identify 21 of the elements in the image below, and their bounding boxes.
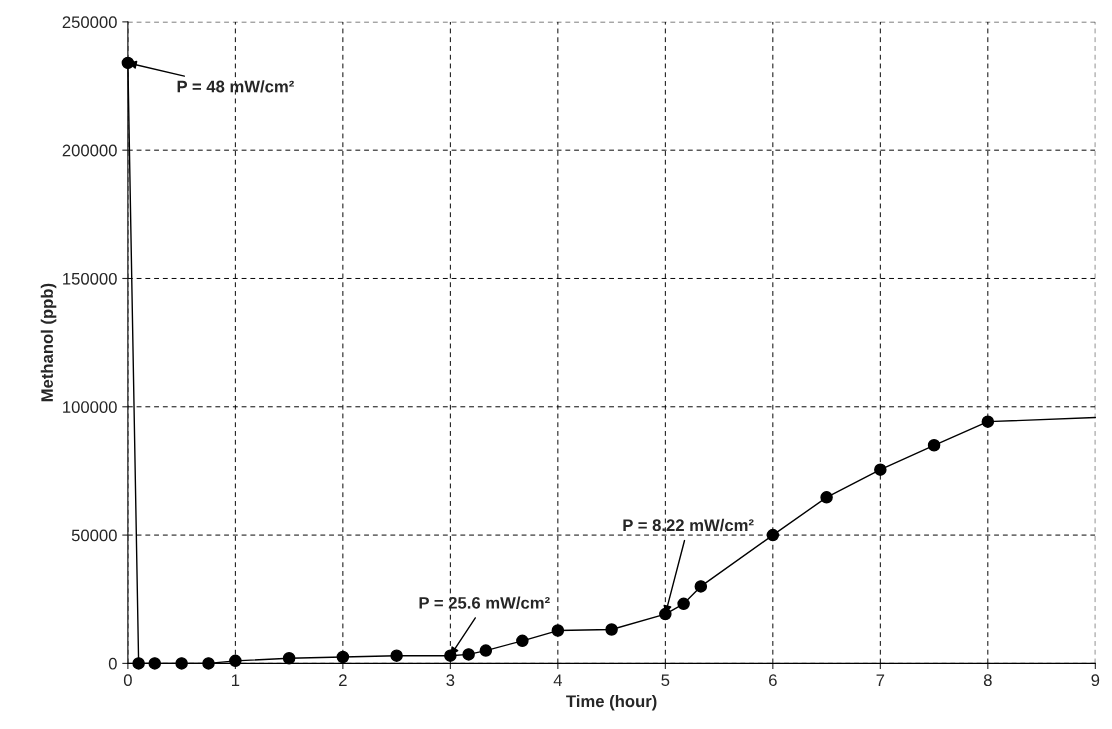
y-tick-label: 150000 bbox=[63, 272, 117, 285]
x-tick-label: 2 bbox=[339, 674, 347, 686]
x-tick-label: 6 bbox=[769, 674, 777, 687]
annotation: P = 25.6 mW/cm² bbox=[419, 596, 550, 609]
y-tick-label: 100000 bbox=[63, 401, 117, 413]
x-tick-label: 4 bbox=[553, 674, 562, 686]
y-axis-title: Methanol (ppb) bbox=[40, 283, 57, 402]
y-tick-label: 250000 bbox=[62, 16, 117, 29]
x-tick-label: 7 bbox=[876, 674, 885, 686]
x-tick-label: 3 bbox=[446, 674, 455, 687]
x-tick-label: 8 bbox=[983, 674, 992, 687]
x-tick-label: 0 bbox=[123, 674, 132, 687]
x-tick-label: 1 bbox=[232, 674, 240, 686]
annotation: P = 8.22 mW/cm² bbox=[623, 518, 754, 532]
annotation: P = 48 mW/cm² bbox=[177, 80, 294, 93]
y-tick-label: 0 bbox=[108, 657, 117, 670]
x-axis-title: Time (hour) bbox=[566, 694, 657, 711]
x-tick-label: 5 bbox=[661, 674, 670, 687]
x-tick-label: 9 bbox=[1091, 674, 1100, 687]
y-tick-label: 50000 bbox=[71, 529, 117, 542]
y-tick-label: 200000 bbox=[62, 144, 117, 157]
